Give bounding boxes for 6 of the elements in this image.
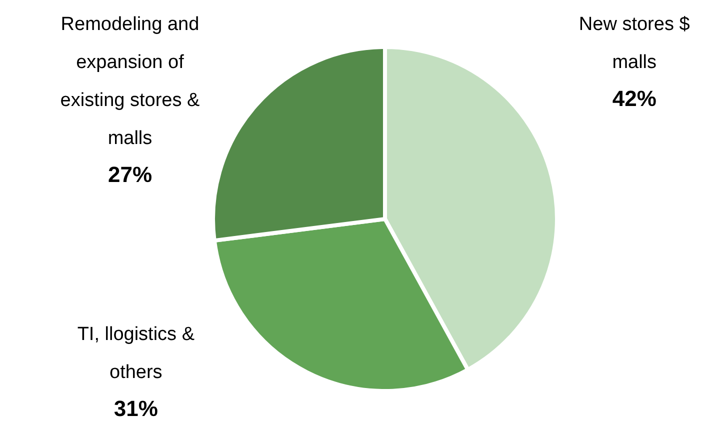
data-label: 31% <box>114 396 158 421</box>
data-label: 42% <box>612 86 656 111</box>
data-label: 27% <box>108 162 152 187</box>
slice-label: New stores $ malls <box>578 14 690 73</box>
slice-label: TI, llogistics & others <box>77 324 195 383</box>
slice-label: Remodeling and expansion of existing stores & malls <box>60 14 200 149</box>
